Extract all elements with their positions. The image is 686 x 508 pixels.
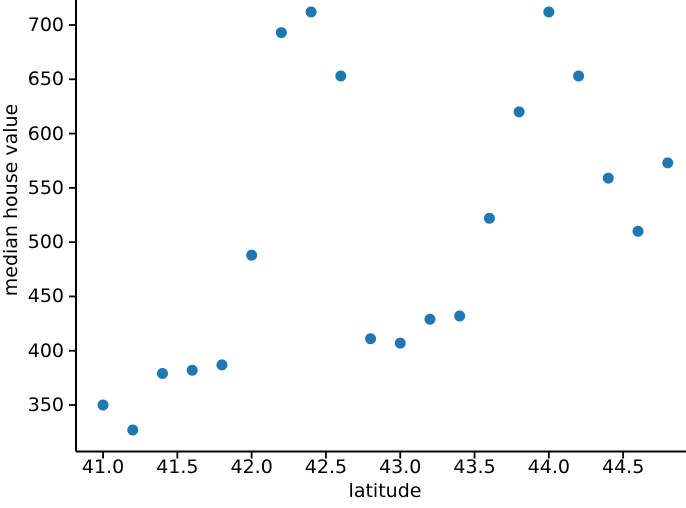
x-tick-label: 43.0 xyxy=(379,456,422,478)
x-tick-label: 44.0 xyxy=(527,456,570,478)
data-point xyxy=(246,249,258,261)
data-point xyxy=(513,106,525,118)
data-point xyxy=(127,424,139,436)
y-tick-label: 350 xyxy=(27,394,64,417)
data-point xyxy=(573,70,585,82)
data-point xyxy=(156,368,168,380)
data-point xyxy=(602,172,614,184)
data-point xyxy=(632,225,644,237)
data-point xyxy=(454,310,466,322)
x-tick-label: 41.5 xyxy=(156,456,199,478)
y-tick-label: 700 xyxy=(27,13,64,36)
data-point xyxy=(394,337,406,349)
data-point xyxy=(424,313,436,325)
y-tick-label: 500 xyxy=(27,231,64,254)
x-tick-label: 41.0 xyxy=(81,456,125,478)
x-tick-label: 42.0 xyxy=(230,456,273,478)
x-axis-label: latitude xyxy=(348,480,422,502)
x-tick-label: 44.5 xyxy=(601,456,645,478)
y-tick-label: 400 xyxy=(27,339,64,362)
y-tick-label: 650 xyxy=(27,68,64,91)
data-point xyxy=(186,364,198,376)
data-point xyxy=(483,212,495,224)
data-point xyxy=(275,27,287,39)
data-point xyxy=(305,6,317,18)
data-point xyxy=(335,70,347,82)
data-point xyxy=(662,157,674,169)
y-tick-label: 550 xyxy=(27,176,64,199)
x-tick-label: 43.5 xyxy=(453,456,496,478)
y-tick-label: 450 xyxy=(27,285,64,308)
data-point xyxy=(543,6,555,18)
data-point xyxy=(97,399,109,411)
y-tick-label: 600 xyxy=(27,122,64,145)
data-point xyxy=(216,359,228,371)
data-point xyxy=(365,333,377,345)
x-tick-label: 42.5 xyxy=(304,456,348,478)
